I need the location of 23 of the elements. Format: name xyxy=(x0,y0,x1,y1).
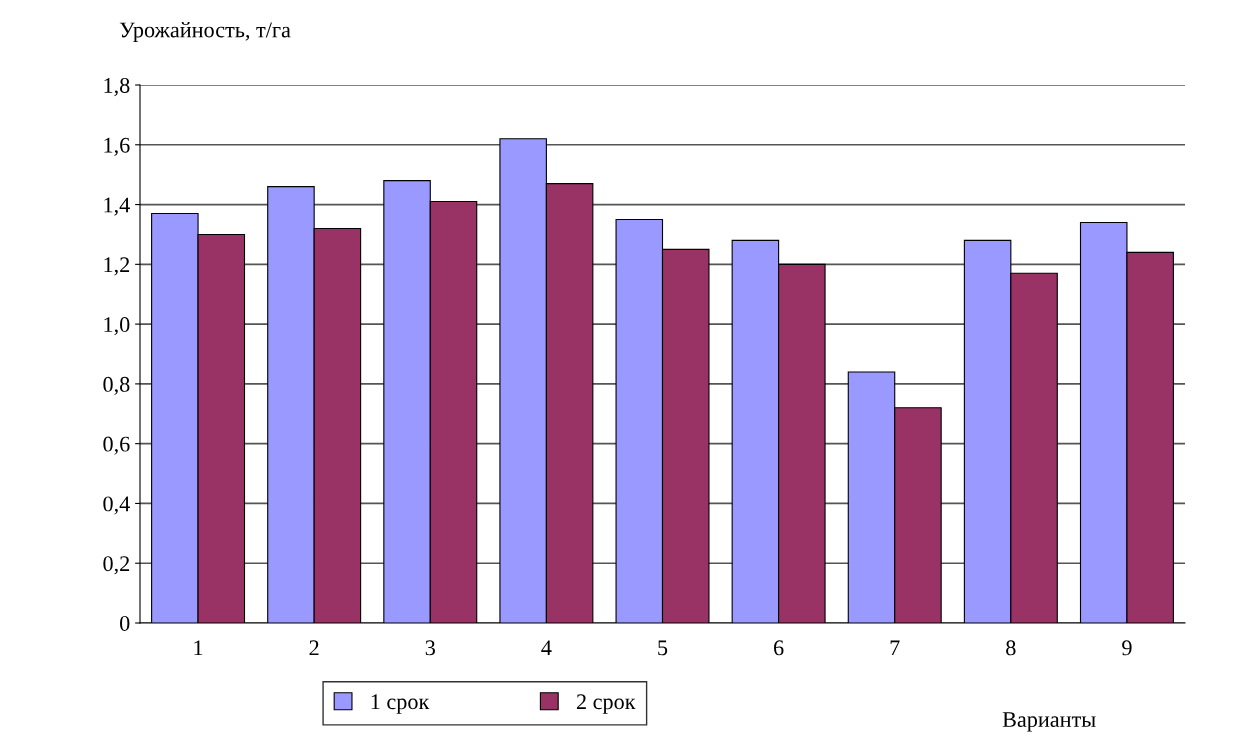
y-tick-label: 0,4 xyxy=(103,496,130,515)
x-tick-label: 8 xyxy=(1006,640,1016,656)
y-tick-label: 1,0 xyxy=(104,317,130,336)
x-tick-label: 9 xyxy=(1122,640,1132,656)
x-tick-label: 7 xyxy=(890,640,900,656)
y-tick-label: 1,4 xyxy=(104,197,130,216)
y-tick-label: 0,6 xyxy=(103,436,130,455)
y-tick-label: 0,8 xyxy=(103,376,130,396)
y-tick-label: 0,2 xyxy=(103,556,130,575)
legend-label: 1 срок xyxy=(371,694,430,714)
y-tick-label: 1,8 xyxy=(104,77,130,97)
y-tick-label: 1,6 xyxy=(104,137,130,156)
x-tick-label: 5 xyxy=(658,640,668,656)
y-tick-label: 1,2 xyxy=(104,257,130,276)
x-axis-title: Варианты xyxy=(1002,712,1096,732)
x-tick-label: 3 xyxy=(425,640,435,656)
x-tick-label: 6 xyxy=(774,640,784,656)
x-tick-label: 1 xyxy=(194,640,203,656)
x-tick-label: 4 xyxy=(541,640,552,656)
legend-label: 2 срок xyxy=(576,694,636,714)
y-tick-label: 0 xyxy=(120,615,130,631)
y-axis-title: Урожайность, т/га xyxy=(119,22,291,42)
x-tick-label: 2 xyxy=(309,640,319,656)
